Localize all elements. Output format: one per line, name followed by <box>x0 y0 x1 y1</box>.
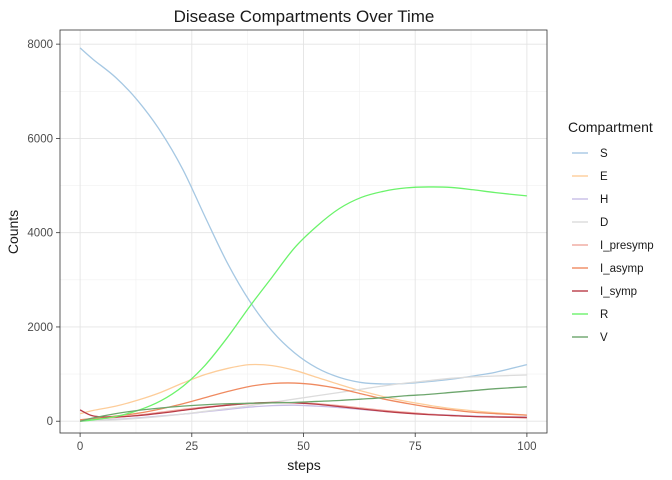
legend-label-v: V <box>600 332 608 344</box>
legend-label-d: D <box>600 217 608 229</box>
legend-label-r: R <box>600 309 608 321</box>
legend-item-h: H <box>572 194 608 206</box>
x-tick-label: 25 <box>185 441 198 453</box>
series-line-s <box>79 47 528 385</box>
legend-item-e: E <box>572 171 608 183</box>
legend-title: Compartment <box>568 119 653 135</box>
series-line-v <box>79 386 527 422</box>
x-tick-label: 50 <box>297 441 310 453</box>
series-line-i-asymp <box>80 382 527 421</box>
legend-label-i-symp: I_symp <box>600 286 637 298</box>
y-tick-label: 6000 <box>27 133 53 145</box>
legend-item-i-asymp: I_asymp <box>572 263 643 275</box>
legend-item-v: V <box>572 332 608 344</box>
legend-item-d: D <box>572 217 608 229</box>
y-axis-title: Counts <box>5 210 21 254</box>
legend-item-r: R <box>572 309 608 321</box>
x-tick-label: 100 <box>517 441 536 453</box>
grid <box>60 30 547 433</box>
legend-label-h: H <box>600 194 608 206</box>
legend-item-s: S <box>572 148 608 160</box>
x-tick-label: 0 <box>77 441 83 453</box>
y-tick-label: 2000 <box>27 322 53 334</box>
legend-item-i-symp: I_symp <box>572 286 637 298</box>
y-tick-label: 8000 <box>27 39 53 51</box>
legend-label-e: E <box>600 171 608 183</box>
legend-label-i-asymp: I_asymp <box>600 263 643 275</box>
series-lines <box>79 47 528 422</box>
legend-item-i-presymp: I_presymp <box>572 240 654 252</box>
axis-ticks: 0 25 50 75 100 0 2000 4000 6000 8000 <box>27 39 536 453</box>
legend-label-i-presymp: I_presymp <box>600 240 654 252</box>
x-axis-title: steps <box>287 457 320 473</box>
series-line-r <box>80 186 527 422</box>
series-line-d <box>80 374 527 422</box>
y-tick-label: 0 <box>47 416 53 428</box>
y-tick-label: 4000 <box>27 228 53 240</box>
series-line-e <box>79 363 527 416</box>
chart-title: Disease Compartments Over Time <box>174 7 435 26</box>
legend-label-s: S <box>600 148 608 160</box>
x-tick-label: 75 <box>409 441 422 453</box>
